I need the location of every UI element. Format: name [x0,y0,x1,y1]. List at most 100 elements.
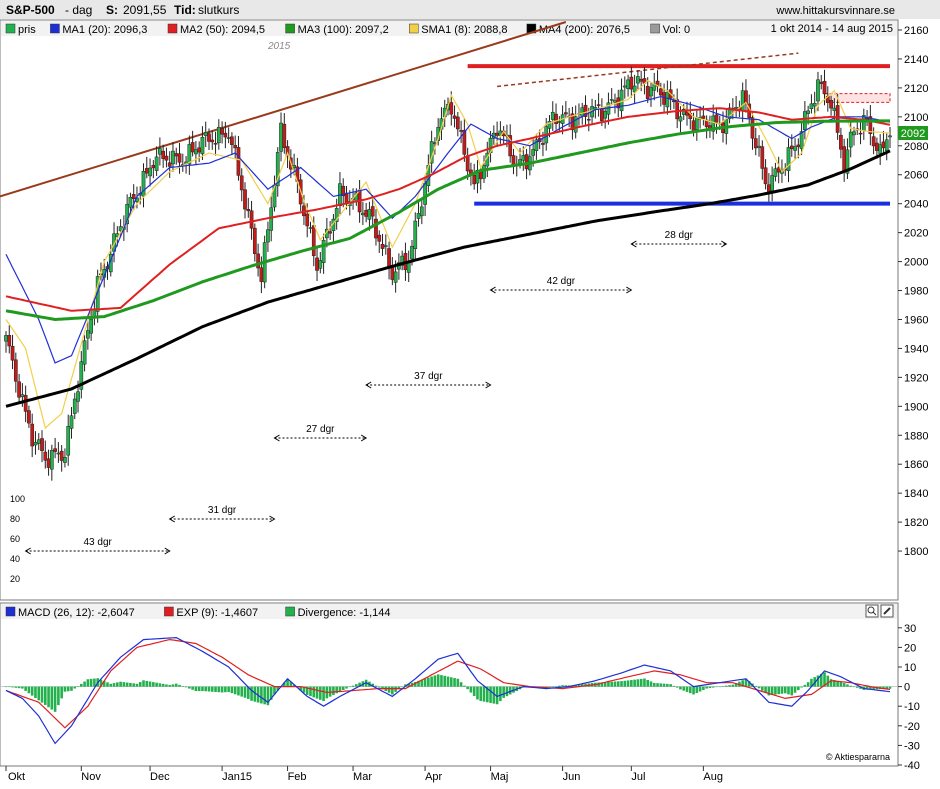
divergence-bar [99,679,103,687]
divergence-bar [764,686,767,694]
zoom-icon[interactable] [865,604,879,618]
divergence-bar [489,686,492,703]
divergence-bar [80,683,83,687]
candle-body [829,99,833,109]
divergence-bar [184,686,188,688]
price-tick-label: 2060 [904,170,928,182]
divergence-bar [319,686,322,700]
divergence-bar [787,686,790,695]
divergence-bar [456,678,460,687]
candle-body [848,131,853,148]
divergence-bar [770,686,774,695]
candle-body [793,146,797,151]
divergence-bar [747,681,751,687]
candle-body [550,111,555,120]
candle-body [33,442,38,446]
divergence-bar [207,686,211,692]
divergence-bar [14,686,18,688]
candle-body [230,136,234,145]
candle-body [839,134,843,150]
candle-body [318,260,323,269]
divergence-bar [577,684,581,687]
divergence-bar [846,684,849,687]
divergence-bar [427,677,430,687]
candle-body [13,359,18,382]
divergence-bar [774,686,777,695]
candle-body [734,107,738,109]
candle-body [675,99,680,120]
candle-body [665,91,670,108]
volume-scale-label: 60 [10,534,20,544]
candle-body [243,189,247,210]
legend: pris MA1 (20): 2096,3 MA2 (50): 2094,5 MA3 … [5,23,690,36]
legend-entry: pris [18,24,36,36]
settings-icon[interactable] [880,604,894,618]
candle-body [580,107,585,117]
divergence-bar [810,678,813,687]
divergence-bar [610,681,614,687]
divergence-bar [305,686,309,695]
divergence-bar [800,686,803,688]
candle-body [662,92,666,105]
divergence-bar [194,686,198,692]
site-label: www.hittakursvinnare.se [775,5,895,17]
divergence-bar [253,686,257,702]
divergence-bar [482,686,486,702]
candle-body [76,391,80,402]
divergence-bar [181,686,185,687]
divergence-bar [761,686,764,691]
candle-body [23,395,28,412]
month-label: Feb [288,771,307,783]
divergence-bar [630,680,633,687]
price-tick-label: 1800 [904,546,928,558]
divergence-bar [138,682,142,687]
macd-legend-swatch [285,606,295,617]
divergence-bar [93,678,96,687]
candle-body [727,107,732,120]
candle-body [423,183,427,205]
divergence-bar [656,683,659,687]
divergence-bar [260,686,263,704]
divergence-bar [60,686,63,699]
divergence-bar [662,683,666,687]
divergence-bar [168,685,172,687]
macd-tick-label: -40 [904,760,920,772]
candle-body [383,245,388,247]
divergence-bar [826,675,830,687]
annotation-label: 43 dgr [83,537,112,548]
divergence-bar [27,686,31,694]
divergence-bar [309,686,312,697]
divergence-bar [387,686,391,693]
divergence-bar [394,686,397,692]
price-tick-label: 2040 [904,199,928,211]
candle-body [125,204,129,225]
divergence-bar [499,686,502,702]
divergence-bar [872,686,875,690]
divergence-bar [666,683,669,687]
candle-body [636,76,640,84]
divergence-bar [842,683,846,687]
divergence-bar [374,685,378,687]
divergence-bar [639,678,643,687]
divergence-bar [37,686,41,701]
divergence-bar [191,686,194,690]
candle-body [603,111,608,119]
candle-body [239,175,244,191]
sma8-line [5,79,891,430]
divergence-bar [125,682,129,687]
divergence-bar [754,685,758,687]
candle-body [66,425,71,456]
candle-body [750,117,755,139]
divergence-bar [852,686,856,688]
candle-body [770,175,774,191]
candle-body [482,165,486,179]
candle-body [7,335,12,347]
candle-body [858,132,863,135]
candle-body [547,121,552,129]
candle-body [128,196,133,208]
divergence-bar [129,682,132,687]
divergence-bar [797,686,800,691]
divergence-bar [273,686,276,695]
candle-body [868,116,873,134]
divergence-bar [558,685,561,687]
